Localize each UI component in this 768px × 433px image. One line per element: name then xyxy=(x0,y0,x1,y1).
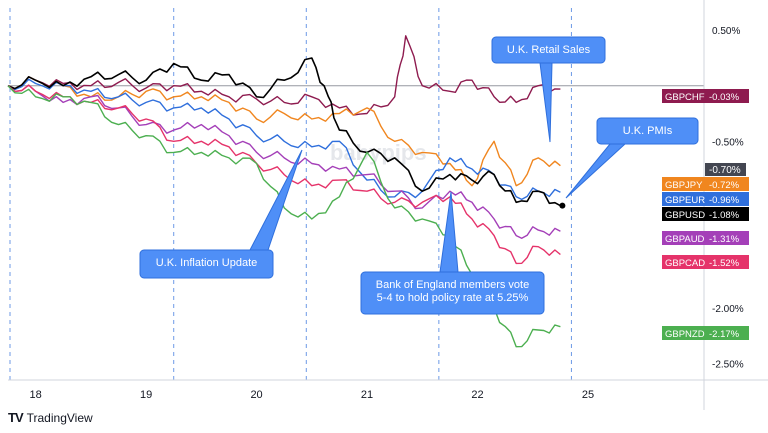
x-tick-label: 22 xyxy=(471,389,483,401)
series-label-value: -2.17% xyxy=(709,329,740,340)
series-value-bg xyxy=(705,231,749,245)
price-tag-value: -0.70% xyxy=(709,165,741,176)
series-value-bg xyxy=(705,89,749,103)
series-value-bg xyxy=(705,177,749,191)
series-label-bg xyxy=(662,207,705,221)
x-tick-label: 25 xyxy=(582,389,594,401)
annotation-text: 5-4 to hold policy rate at 5.25% xyxy=(377,292,529,304)
series-label-name: GBPEUR xyxy=(665,195,705,206)
series-value-bg xyxy=(705,207,749,221)
annotation-pmis: U.K. PMIs xyxy=(565,117,699,199)
annotation-retail-sales: U.K. Retail Sales xyxy=(491,36,606,143)
x-tick-label: 19 xyxy=(140,389,152,401)
series-line-gbpusd xyxy=(7,57,561,207)
series-label-value: -1.52% xyxy=(709,258,740,269)
series-label-name: GBPJPY xyxy=(665,180,703,191)
series-line-gbpaud xyxy=(7,84,561,239)
y-tick-label: -2.50% xyxy=(712,359,744,370)
tradingview-name: TradingView xyxy=(26,410,93,425)
series-label-name: GBPAUD xyxy=(665,234,705,245)
series-value-bg xyxy=(705,326,749,340)
series-label-name: GBPCHF xyxy=(665,92,705,103)
tradingview-mark: TV xyxy=(8,410,24,425)
y-tick-label: -2.00% xyxy=(712,304,744,315)
tradingview-logo[interactable]: TV TradingView xyxy=(8,410,93,425)
series-label-name: GBPCAD xyxy=(665,258,705,269)
y-tick-label: 0.50% xyxy=(712,26,740,37)
series-line-gbpeur xyxy=(7,78,561,201)
price-tag-bg xyxy=(705,163,746,176)
series-line-gbpjpy xyxy=(7,76,561,187)
series-line-gbpcad xyxy=(7,84,561,265)
x-tick-label: 20 xyxy=(250,389,262,401)
annotation-text: U.K. Retail Sales xyxy=(507,44,591,56)
annotation-text: U.K. PMIs xyxy=(623,125,673,137)
y-tick-label: -0.50% xyxy=(712,137,744,148)
series-label-value: -0.72% xyxy=(709,180,740,191)
series-label-value: -1.31% xyxy=(709,234,740,245)
series-value-bg xyxy=(705,192,749,206)
x-tick-label: 21 xyxy=(361,389,373,401)
series-line-gbpchf xyxy=(7,35,561,116)
series-value-bg xyxy=(705,255,749,269)
series-label-name: GBPNZD xyxy=(665,329,705,340)
series-label-bg xyxy=(662,192,705,206)
series-label-name: GBPUSD xyxy=(665,210,705,221)
series-label-bg xyxy=(662,89,705,103)
series-label-value: -0.03% xyxy=(709,92,740,103)
series-label-bg xyxy=(662,177,705,191)
gbpusd-end-point xyxy=(559,202,566,209)
annotation-text: U.K. Inflation Update xyxy=(156,257,258,269)
series-label-value: -0.96% xyxy=(709,195,740,206)
series-label-bg xyxy=(662,255,705,269)
series-label-bg xyxy=(662,231,705,245)
annotation-inflation: U.K. Inflation Update xyxy=(139,149,303,279)
annotation-text: Bank of England members vote xyxy=(376,279,529,291)
x-tick-label: 18 xyxy=(29,389,41,401)
series-label-bg xyxy=(662,326,705,340)
series-label-value: -1.08% xyxy=(709,210,740,221)
